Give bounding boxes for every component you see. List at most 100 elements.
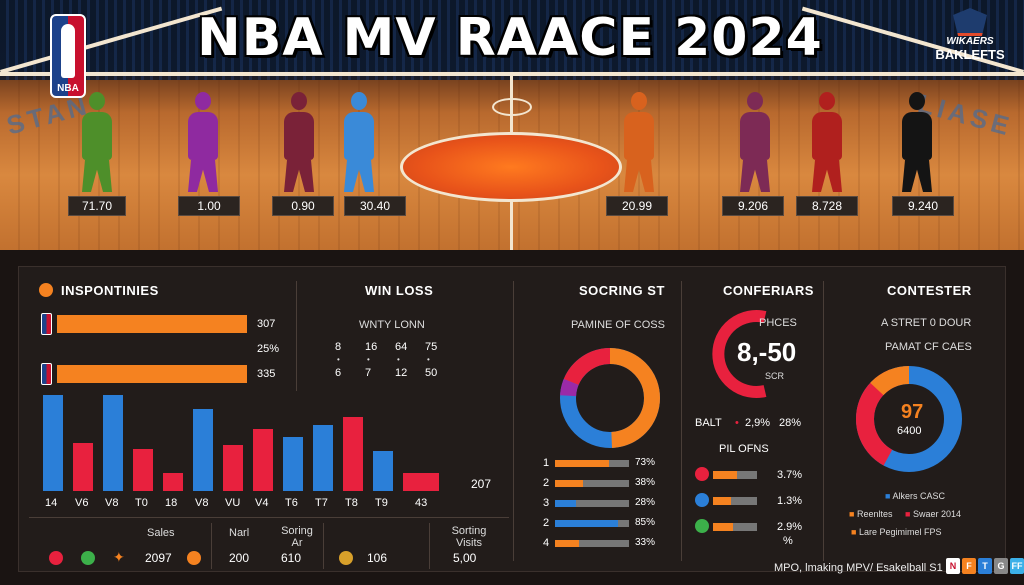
footer-col2-label: Narl bbox=[229, 527, 250, 539]
contester-donut-value: 97 bbox=[901, 401, 924, 423]
scoring-row-value: 73% bbox=[635, 457, 656, 468]
scoring-bar-fill bbox=[555, 500, 576, 507]
insponties-vbar-label: VU bbox=[225, 497, 241, 509]
nba-logo-text: NBA bbox=[57, 83, 79, 94]
conferiars-row-value: 2.9% bbox=[777, 521, 803, 533]
scoring-donut-chart bbox=[560, 348, 660, 448]
insponties-vbar bbox=[73, 443, 93, 491]
legend-label: Lare Pegimimel FPS bbox=[858, 527, 942, 537]
player-head bbox=[747, 92, 763, 110]
divider bbox=[296, 281, 297, 391]
gauge-value: 8,-50 bbox=[737, 337, 797, 367]
insponties-vbar bbox=[373, 451, 393, 491]
player-score: 9.206 bbox=[722, 196, 784, 216]
court-banner: STAN LIASE bbox=[0, 0, 1024, 250]
footer-col5-value: 5,00 bbox=[453, 551, 477, 565]
insponties-vbar-label: V6 bbox=[75, 497, 89, 509]
legend-item: ■ Alkers CASC bbox=[885, 491, 945, 501]
legend-label: Swaer 2014 bbox=[912, 509, 961, 519]
player-body bbox=[344, 112, 374, 160]
legend-label: Alkers CASC bbox=[892, 491, 945, 501]
divider bbox=[211, 523, 212, 569]
conferiars-bar-track bbox=[713, 497, 757, 505]
insponties-vbar bbox=[133, 449, 153, 491]
win-loss-subtitle: WNTY LONN bbox=[359, 319, 425, 331]
insponties-title: INSPONTINIES bbox=[61, 283, 159, 298]
scoring-bar-fill bbox=[555, 460, 609, 467]
player-score: 9.240 bbox=[892, 196, 954, 216]
player-head bbox=[89, 92, 105, 110]
player-score: 1.00 bbox=[178, 196, 240, 216]
player-silhouette bbox=[812, 92, 842, 192]
scoring-bar-fill bbox=[555, 480, 583, 487]
player-legs bbox=[82, 160, 112, 192]
divider bbox=[323, 523, 324, 569]
whatsapp-icon bbox=[81, 551, 95, 565]
court-baseline bbox=[0, 72, 1024, 76]
footer-col2-value: 200 bbox=[229, 551, 250, 565]
insponties-vbar bbox=[403, 473, 439, 491]
footer-col4-value: 106 bbox=[367, 551, 388, 565]
insponties-vbar-label: T9 bbox=[375, 497, 388, 509]
win-loss-value: 64 bbox=[395, 341, 408, 353]
player-silhouette bbox=[740, 92, 770, 192]
player-score: 8.728 bbox=[796, 196, 858, 216]
player-score: 71.70 bbox=[68, 196, 126, 216]
stat2-label: PIL OFNS bbox=[719, 443, 769, 455]
stat1-label: BALT bbox=[695, 417, 722, 429]
nba-logo: NBA bbox=[50, 14, 86, 98]
insponties-vbar bbox=[193, 409, 213, 491]
player-silhouette bbox=[624, 92, 654, 192]
contester-sub2: PAMAT CF CAES bbox=[885, 341, 972, 353]
player-silhouette bbox=[82, 92, 112, 192]
divider bbox=[513, 281, 514, 561]
insponties-vbar-label: 43 bbox=[415, 497, 428, 509]
player-body bbox=[740, 112, 770, 160]
scoring-bar-track bbox=[555, 500, 629, 507]
player-legs bbox=[812, 160, 842, 192]
insponties-vbar bbox=[313, 425, 333, 491]
corner-logo-line2: BAKLEFTS bbox=[935, 47, 1005, 62]
footer-col1-value: 2097 bbox=[145, 551, 172, 565]
scoring-bar-track bbox=[555, 480, 629, 487]
contester-title: CONTESTER bbox=[887, 283, 972, 298]
corner-logo: WIKAERS BAKLEFTS bbox=[930, 8, 1010, 68]
player-body bbox=[902, 112, 932, 160]
scoring-subtitle: PAMINE OF COSS bbox=[571, 319, 665, 331]
player-head bbox=[631, 92, 647, 110]
player-legs bbox=[740, 160, 770, 192]
player-silhouette bbox=[344, 92, 374, 192]
divider bbox=[429, 523, 430, 569]
insponties-vbar-label: T0 bbox=[135, 497, 148, 509]
player-silhouette bbox=[284, 92, 314, 192]
scoring-bar-fill bbox=[555, 520, 618, 527]
gauge-label: PHCES bbox=[759, 317, 797, 329]
insponties-vbar-label: T8 bbox=[345, 497, 358, 509]
scoring-bar-track bbox=[555, 540, 629, 547]
contester-donut-chart bbox=[856, 366, 962, 472]
page-title: NBA MV RAACE 2024 bbox=[197, 8, 823, 68]
legend-item: ■ Swaer 2014 bbox=[905, 509, 961, 519]
scoring-row-index: 2 bbox=[543, 477, 550, 489]
conferiars-row-value: 3.7% bbox=[777, 469, 803, 481]
tv-icon: T bbox=[978, 558, 992, 574]
court-center-circle bbox=[400, 132, 622, 202]
player-body bbox=[284, 112, 314, 160]
contester-donut-sub: 6400 bbox=[897, 425, 922, 437]
nba-mini-logo-icon bbox=[41, 313, 52, 335]
conferiars-bar-fill bbox=[713, 471, 737, 479]
scoring-row-value: 38% bbox=[635, 477, 656, 488]
scoring-row-value: 33% bbox=[635, 537, 656, 548]
player-legs bbox=[344, 160, 374, 192]
conferiars-row-icon bbox=[695, 493, 709, 507]
insponties-mid-label: 25% bbox=[257, 343, 280, 355]
player-score: 30.40 bbox=[344, 196, 406, 216]
insponties-vbar bbox=[163, 473, 183, 491]
footer-col3-value: 610 bbox=[281, 551, 302, 565]
conferiars-row-value: 1.3% bbox=[777, 495, 803, 507]
insponties-vbar-label: T7 bbox=[315, 497, 328, 509]
win-loss-value: 8 bbox=[335, 341, 342, 353]
stat-icon bbox=[49, 551, 63, 565]
court-small-circle bbox=[492, 98, 532, 116]
scoring-bar-fill bbox=[555, 540, 579, 547]
